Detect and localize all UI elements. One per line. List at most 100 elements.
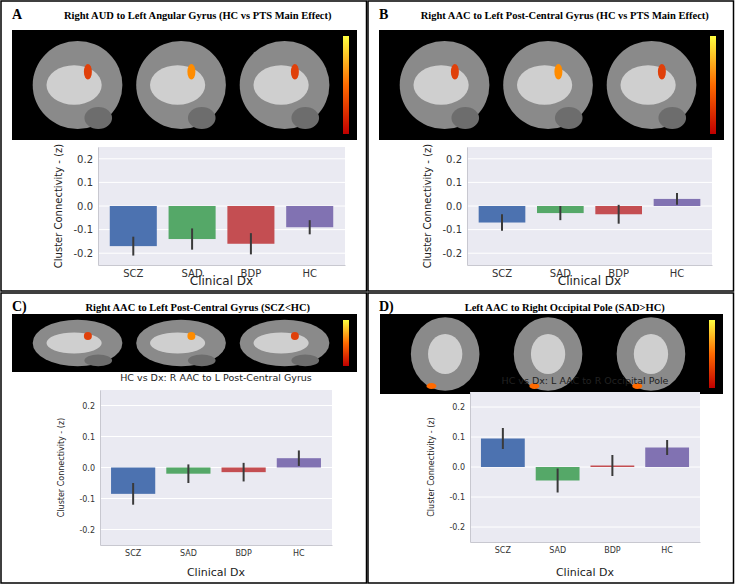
brain-slice: [503, 41, 593, 129]
brain-slice-inner: [517, 65, 572, 105]
x-axis-title: Clinical Dx: [556, 566, 615, 579]
grid-line: [470, 437, 700, 438]
y-tick: 0.1: [452, 433, 470, 442]
y-tick: -0.1: [449, 493, 470, 502]
brain-slice: [411, 317, 480, 391]
grid: [470, 407, 700, 527]
x-axis-line: [471, 542, 701, 543]
x-tick: BDP: [604, 542, 621, 555]
cluster-blob: [554, 64, 562, 79]
y-tick-label: 0.0: [77, 201, 93, 212]
x-tick: BDP: [235, 545, 252, 558]
y-axis-line: [467, 148, 468, 266]
panel-title: Right AAC to Left Post-Central Gyrus (SC…: [85, 302, 310, 314]
panel: C)Right AAC to Left Post-Central Gyrus (…: [1, 293, 367, 583]
brain-slice-inner: [254, 65, 309, 105]
grid-line: [467, 253, 712, 254]
x-tick-label: HC: [302, 268, 317, 279]
x-axis-title: Clinical Dx: [558, 274, 621, 288]
panel-border: [368, 1, 734, 291]
error-bar: [666, 440, 668, 455]
chart-title: HC vs Dx: L AAC to R Occipital Pole: [502, 375, 669, 386]
marks: [110, 206, 333, 256]
figure: ARight AUD to Left Angular Gyrus (HC vs …: [0, 0, 735, 584]
grid-line: [470, 407, 700, 408]
brain-slice: [607, 41, 697, 129]
y-tick-label: 0.2: [82, 402, 95, 411]
y-tick-label: 0.0: [452, 463, 465, 472]
cerebellum: [291, 355, 319, 367]
error-bar: [557, 469, 559, 493]
grid: [467, 159, 712, 253]
y-tick: -0.2: [73, 248, 98, 259]
cluster-blob: [426, 383, 436, 389]
brain-background: [12, 314, 357, 372]
marks: [479, 193, 701, 231]
panel-border: [368, 293, 734, 583]
x-tick-label: HC: [661, 546, 673, 555]
y-axis: -0.2-0.10.00.10.2: [73, 148, 98, 266]
x-axis: SCZ SAD BDP HC: [101, 545, 333, 558]
y-tick-label: 0.0: [82, 464, 95, 473]
x-tick-label: SCZ: [125, 549, 142, 558]
y-axis-title: Cluster Connectivity - (z): [53, 144, 64, 268]
brain-slice-inner: [428, 334, 462, 374]
y-tick-label: 0.1: [452, 433, 465, 442]
y-tick-label: -0.1: [73, 224, 93, 235]
y-tick-label: 0.2: [77, 154, 93, 165]
brain-slice-inner: [150, 333, 205, 354]
y-tick: -0.1: [79, 495, 100, 504]
cluster-blob: [291, 332, 299, 340]
plot: -0.2-0.10.00.10.2SCZSADBDPHC: [73, 147, 345, 279]
y-axis-title: Cluster Connectivity - (z): [422, 144, 433, 268]
brain-slice: [240, 41, 330, 129]
colorbar: [710, 36, 716, 134]
panel-label: B: [379, 7, 388, 22]
grid-line: [467, 182, 712, 183]
x-tick-label: SAD: [180, 549, 197, 558]
error-bar: [676, 193, 678, 205]
grid-line: [100, 498, 332, 499]
brain-slice-inner: [634, 334, 668, 374]
x-axis-line: [99, 265, 346, 266]
grid-line: [467, 229, 712, 230]
error-bar: [187, 464, 189, 483]
y-tick-label: -0.2: [449, 523, 465, 532]
y-tick: 0.2: [77, 154, 98, 165]
cerebellum: [188, 355, 216, 367]
x-tick: HC: [661, 542, 673, 555]
panel-border: [1, 1, 367, 291]
error-bar: [611, 455, 613, 476]
brain-image: [380, 314, 723, 394]
y-tick: 0.2: [452, 403, 470, 412]
y-tick: 0.2: [82, 402, 100, 411]
plot-background: [470, 392, 700, 542]
y-tick: 0.0: [77, 201, 98, 212]
y-tick: 0.0: [452, 463, 470, 472]
panel: D)Left AAC to Right Occipital Pole (SAD>…: [368, 293, 734, 583]
error-bar: [501, 214, 503, 231]
error-bar: [191, 228, 193, 249]
panel: BRight AAC to Left Post-Central Gyrus (H…: [368, 1, 734, 291]
y-tick: 0.1: [446, 177, 467, 188]
cluster-blob: [187, 64, 195, 79]
brain-slice-inner: [150, 65, 205, 105]
y-tick: 0.1: [82, 433, 100, 442]
grid-line: [467, 158, 712, 159]
plot: -0.2 -0.1 0.0 0.1 0.2 SCZ SAD BDP HC: [79, 390, 332, 558]
x-axis-title: Clinical Dx: [187, 566, 246, 579]
brain-image: [12, 30, 357, 140]
y-tick-label: 0.2: [452, 403, 465, 412]
cluster-blob: [84, 332, 92, 340]
y-tick: 0.2: [446, 154, 467, 165]
marks: [481, 428, 689, 493]
x-tick-label: HC: [293, 549, 305, 558]
brain-slice: [240, 320, 330, 366]
x-tick: SAD: [180, 545, 197, 558]
y-tick-label: -0.2: [79, 526, 95, 535]
brain-slice-inner: [47, 65, 102, 105]
grid-line: [470, 527, 700, 528]
brain-image: [379, 30, 724, 140]
brain-slice-inner: [414, 65, 469, 105]
brain-slice: [136, 41, 226, 129]
